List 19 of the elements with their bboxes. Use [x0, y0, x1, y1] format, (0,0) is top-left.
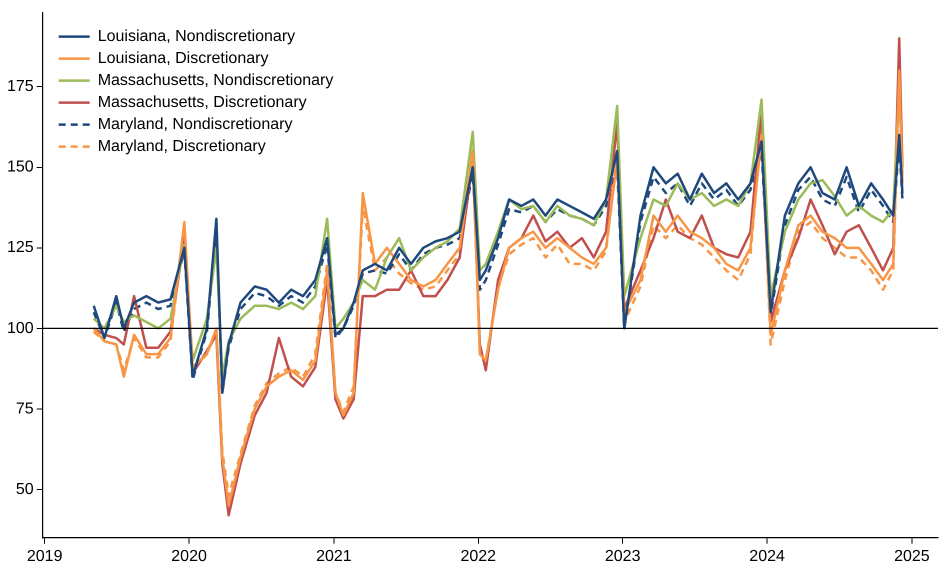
legend-label: Louisiana, Nondiscretionary	[98, 28, 296, 46]
y-tick-label: 100	[6, 320, 34, 337]
y-tick-label: 125	[6, 239, 34, 256]
x-tick-label: 2019	[26, 548, 63, 565]
legend-label: Massachusetts, Nondiscretionary	[98, 72, 334, 90]
legend-label: Louisiana, Discretionary	[98, 50, 268, 68]
y-tick-label: 150	[6, 158, 34, 176]
legend-label: Maryland, Discretionary	[98, 138, 266, 156]
x-tick-label: 2024	[749, 548, 785, 565]
y-tick-label: 50	[16, 480, 34, 498]
legend-label: Massachusetts, Discretionary	[98, 94, 307, 112]
x-tick-label: 2023	[604, 548, 641, 565]
y-tick-label: 175	[6, 78, 34, 96]
x-tick-label: 2025	[894, 548, 930, 565]
x-tick-label: 2021	[316, 548, 352, 565]
legend-label: Maryland, Nondiscretionary	[98, 116, 292, 134]
x-tick-label: 2020	[171, 548, 207, 565]
x-tick-label: 2022	[460, 548, 496, 565]
y-tick-label: 75	[16, 400, 34, 418]
